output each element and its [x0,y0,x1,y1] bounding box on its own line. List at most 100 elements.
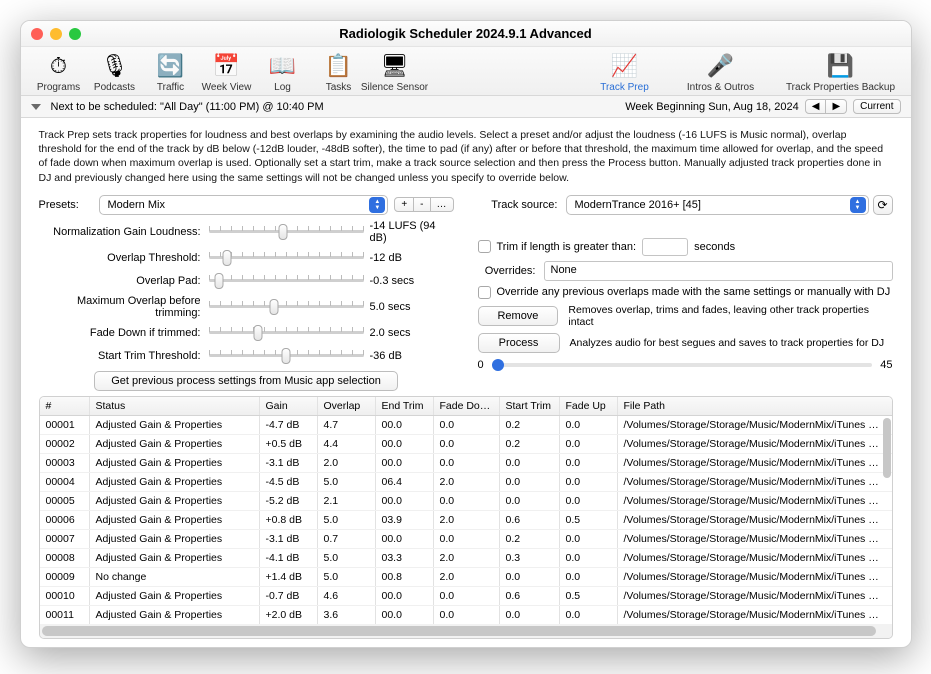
table-cell: 0.0 [434,454,500,472]
slider-value-4: 2.0 secs [364,327,454,339]
toolbar-item-tasks[interactable]: 📋Tasks [311,51,367,93]
slider-label-3: Maximum Overlap before trimming: [39,295,209,319]
slider-thumb-icon[interactable] [215,273,224,289]
table-cell: 2.1 [318,492,376,510]
table-cell: 0.0 [434,435,500,453]
toolbar-item-track-prep[interactable]: 📈Track Prep [589,51,661,93]
slider-3[interactable] [209,298,364,316]
slider-thumb-icon[interactable] [269,299,278,315]
table-row[interactable]: 00011Adjusted Gain & Properties+2.0 dB3.… [40,606,892,624]
column-header[interactable]: Fade Down [434,397,500,415]
table-cell: -0.7 dB [260,587,318,605]
get-previous-settings-button[interactable]: Get previous process settings from Music… [94,371,398,391]
track-source-value: ModernTrance 2016+ [45] [575,199,701,211]
toolbar-item-log[interactable]: 📖Log [255,51,311,93]
table-cell: 0.7 [318,530,376,548]
table-cell: /Volumes/Storage/Storage/Music/ModernMix… [618,549,892,567]
column-header[interactable]: Start Trim [500,397,560,415]
slider-thumb-icon[interactable] [282,348,291,364]
slider-thumb-icon[interactable] [278,224,287,240]
toolbar-item-week-view[interactable]: 📅Week View [199,51,255,93]
table-cell: -5.2 dB [260,492,318,510]
table-cell: /Volumes/Storage/Storage/Music/ModernMix… [618,435,892,453]
remove-button[interactable]: Remove [478,306,559,326]
slider-thumb-icon[interactable] [254,325,263,341]
current-week-button[interactable]: Current [853,99,900,114]
table-row[interactable]: 00008Adjusted Gain & Properties-4.1 dB5.… [40,549,892,568]
override-previous-checkbox[interactable] [478,286,491,299]
column-header[interactable]: Gain [260,397,318,415]
process-button[interactable]: Process [478,333,560,353]
table-row[interactable]: 00009No change+1.4 dB5.000.82.00.00.0/Vo… [40,568,892,587]
column-header[interactable]: Fade Up [560,397,618,415]
column-header[interactable]: End Trim [376,397,434,415]
refresh-icon[interactable]: ⟳ [873,195,893,215]
table-cell: +0.8 dB [260,511,318,529]
trim-if-length-checkbox[interactable] [478,240,491,253]
scrollbar-thumb[interactable] [42,626,877,636]
table-body[interactable]: 00001Adjusted Gain & Properties-4.7 dB4.… [40,416,892,624]
column-header[interactable]: File Path [618,397,892,415]
week-next-button[interactable]: ▶ [826,99,847,114]
table-cell: 5.0 [318,511,376,529]
slider-1[interactable] [209,249,364,267]
toolbar-item-traffic[interactable]: 🔄Traffic [143,51,199,93]
table-cell: 0.2 [500,416,560,434]
progress-slider[interactable] [492,363,873,367]
table-row[interactable]: 00002Adjusted Gain & Properties+0.5 dB4.… [40,435,892,454]
table-row[interactable]: 00010Adjusted Gain & Properties-0.7 dB4.… [40,587,892,606]
table-cell: +1.4 dB [260,568,318,586]
table-cell: Adjusted Gain & Properties [90,492,260,510]
toolbar-item-intros-outros[interactable]: 🎤Intros & Outros [661,51,781,93]
trim-if-length-input[interactable] [642,238,688,256]
table-row[interactable]: 00005Adjusted Gain & Properties-5.2 dB2.… [40,492,892,511]
slider-label-2: Overlap Pad: [39,275,209,287]
week-stepper[interactable]: ◀ ▶ [805,99,847,114]
table-row[interactable]: 00004Adjusted Gain & Properties-4.5 dB5.… [40,473,892,492]
table-cell: 0.0 [434,416,500,434]
chevron-updown-icon: ▲▼ [850,197,866,213]
week-view-icon: 📅 [212,51,242,81]
overrides-value[interactable]: None [544,261,893,281]
slider-0[interactable] [209,223,364,241]
toolbar-item-track-properties-backup[interactable]: 💾Track Properties Backup [781,51,901,93]
programs-icon: ⏱ [44,51,74,81]
table-cell: +0.5 dB [260,435,318,453]
week-prev-button[interactable]: ◀ [805,99,827,114]
slider-value-5: -36 dB [364,350,454,362]
table-row[interactable]: 00001Adjusted Gain & Properties-4.7 dB4.… [40,416,892,435]
table-cell: 2.0 [318,454,376,472]
progress-thumb-icon[interactable] [492,359,504,371]
table-cell: 00.0 [376,606,434,624]
scrollbar-horizontal[interactable] [40,624,892,638]
track-source-select[interactable]: ModernTrance 2016+ [45] ▲▼ [566,195,869,215]
scrollbar-vertical[interactable] [883,418,891,478]
preset-add-button[interactable]: + [394,197,414,212]
toolbar-item-podcasts[interactable]: 🎙Podcasts [87,51,143,93]
table-cell: 0.3 [500,549,560,567]
table-cell: -3.1 dB [260,454,318,472]
slider-2[interactable] [209,272,364,290]
table-row[interactable]: 00006Adjusted Gain & Properties+0.8 dB5.… [40,511,892,530]
preset-remove-button[interactable]: - [414,197,430,212]
slider-5[interactable] [209,347,364,365]
traffic-icon: 🔄 [156,51,186,81]
toolbar-item-programs[interactable]: ⏱Programs [31,51,87,93]
column-header[interactable]: # [40,397,90,415]
slider-thumb-icon[interactable] [223,250,232,266]
table-cell: 00006 [40,511,90,529]
table-cell: 4.7 [318,416,376,434]
disclosure-icon[interactable] [31,104,41,110]
column-header[interactable]: Overlap [318,397,376,415]
table-cell: 00.0 [376,435,434,453]
slider-4[interactable] [209,324,364,342]
toolbar-item-silence-sensor[interactable]: 🖥Silence Sensor [367,51,423,93]
table-cell: 2.0 [434,568,500,586]
table-row[interactable]: 00007Adjusted Gain & Properties-3.1 dB0.… [40,530,892,549]
column-header[interactable]: Status [90,397,260,415]
table-cell: 06.4 [376,473,434,491]
preset-more-button[interactable]: … [431,197,454,212]
table-cell: 00001 [40,416,90,434]
table-row[interactable]: 00003Adjusted Gain & Properties-3.1 dB2.… [40,454,892,473]
presets-select[interactable]: Modern Mix ▲▼ [99,195,389,215]
